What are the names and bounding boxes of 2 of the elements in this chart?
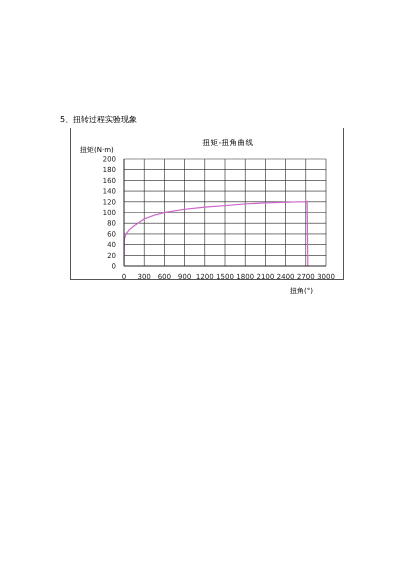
text: 5、扭转过程实验现象 — [60, 114, 138, 125]
line-series — [124, 200, 308, 266]
